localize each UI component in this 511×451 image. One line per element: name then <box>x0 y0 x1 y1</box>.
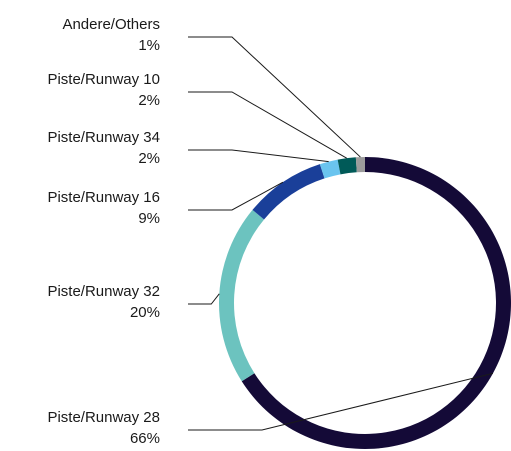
slice-label-piste-runway-34: Piste/Runway 34 <box>47 129 160 146</box>
slice-label-piste-runway-32: Piste/Runway 32 <box>47 283 160 300</box>
slice-piste-runway-16 <box>252 164 325 220</box>
leader-line-andere-others <box>188 36 361 158</box>
slice-labels: Piste/Runway 28 66% Piste/Runway 32 20% Pist… <box>47 16 160 447</box>
leader-line-piste-runway-16 <box>188 181 284 211</box>
leader-lines <box>188 36 494 431</box>
slice-piste-runway-32 <box>218 209 265 382</box>
slice-value-piste-runway-34: 2% <box>138 150 160 167</box>
leader-line-piste-runway-32 <box>188 293 220 305</box>
slice-value-piste-runway-28: 66% <box>130 430 160 447</box>
leader-line-piste-runway-34 <box>188 149 329 163</box>
slice-label-andere-others: Andere/Others <box>62 16 160 33</box>
leader-line-piste-runway-28 <box>188 372 494 431</box>
slice-piste-runway-34 <box>319 159 341 179</box>
slice-label-piste-runway-10: Piste/Runway 10 <box>47 71 160 88</box>
slice-value-piste-runway-16: 9% <box>138 210 160 227</box>
slice-value-piste-runway-32: 20% <box>130 304 160 321</box>
leader-line-piste-runway-10 <box>188 91 347 159</box>
slice-piste-runway-10 <box>337 157 357 175</box>
slice-label-piste-runway-16: Piste/Runway 16 <box>47 189 160 206</box>
donut-slices <box>218 157 511 449</box>
slice-label-piste-runway-28: Piste/Runway 28 <box>47 409 160 426</box>
slice-value-andere-others: 1% <box>138 37 160 54</box>
slice-value-piste-runway-10: 2% <box>138 92 160 109</box>
slice-andere-others <box>355 157 365 173</box>
